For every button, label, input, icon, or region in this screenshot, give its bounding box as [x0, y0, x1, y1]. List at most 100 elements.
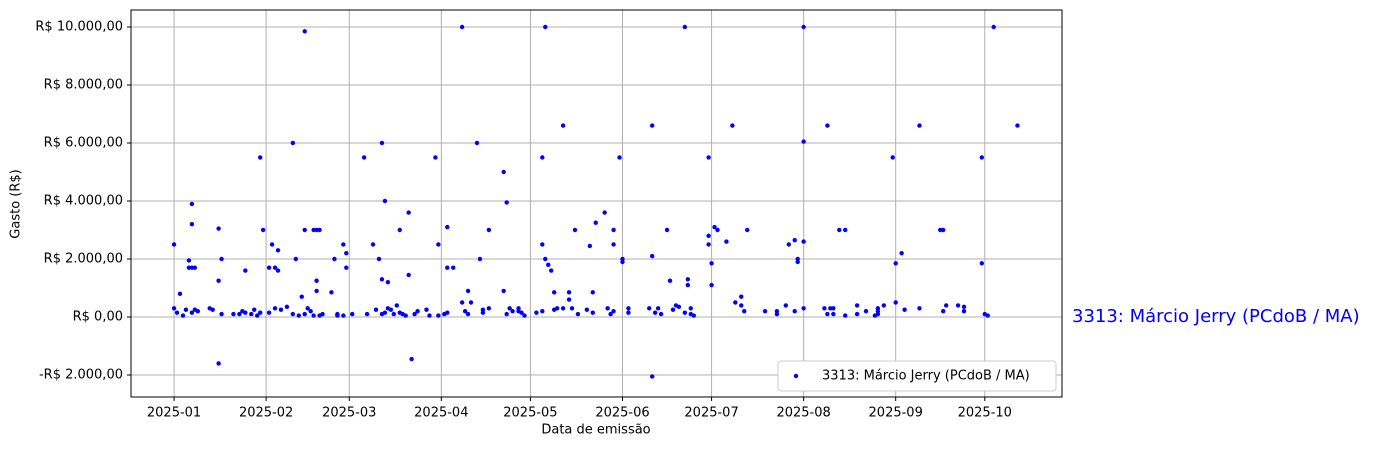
point: [480, 310, 486, 315]
point: [186, 258, 192, 263]
plot-frame: [130, 9, 1063, 398]
point: [189, 201, 195, 207]
point: [664, 227, 670, 233]
y-tick-label: R$ 8.000,00: [44, 77, 123, 92]
point: [566, 290, 572, 295]
point: [560, 306, 566, 311]
point: [706, 242, 711, 247]
point: [290, 140, 296, 146]
point: [335, 311, 340, 317]
y-tick-label: R$ 6.000,00: [44, 135, 123, 150]
point: [314, 278, 319, 283]
x-axis-label: Data de emissão: [541, 423, 650, 438]
point: [626, 310, 631, 315]
point: [436, 242, 441, 247]
point: [712, 224, 717, 230]
point: [742, 308, 747, 314]
point: [560, 123, 566, 128]
point: [617, 155, 622, 160]
point: [302, 311, 307, 317]
point: [216, 361, 221, 366]
point: [474, 140, 480, 146]
x-tick-label: 2025-09: [869, 406, 923, 421]
point: [745, 227, 750, 233]
point: [792, 308, 797, 314]
point: [795, 256, 800, 262]
point: [272, 306, 278, 311]
point: [670, 307, 676, 312]
point: [174, 310, 180, 315]
point: [305, 306, 310, 311]
point: [611, 242, 616, 247]
point: [189, 310, 195, 315]
point: [284, 304, 290, 310]
point: [540, 242, 545, 247]
x-tick-label: 2025-06: [595, 406, 649, 421]
point: [293, 256, 299, 262]
point: [985, 313, 990, 318]
point: [569, 306, 575, 311]
point: [566, 297, 572, 302]
point: [709, 282, 714, 288]
point: [373, 307, 379, 312]
point: [459, 300, 465, 305]
point: [652, 310, 658, 315]
point: [991, 24, 996, 30]
point: [783, 303, 789, 308]
point: [272, 265, 278, 270]
point: [620, 259, 625, 265]
point: [445, 310, 450, 315]
point: [237, 311, 242, 317]
point: [501, 288, 506, 294]
point: [649, 253, 655, 259]
point: [979, 155, 985, 160]
point: [341, 313, 346, 318]
point: [801, 306, 806, 311]
x-tick-label: 2025-04: [414, 406, 468, 421]
point: [667, 278, 673, 283]
point: [540, 155, 545, 160]
point: [436, 313, 441, 318]
point: [195, 308, 201, 314]
point: [551, 290, 557, 295]
point: [691, 313, 696, 318]
point: [831, 306, 836, 311]
point: [682, 24, 688, 30]
point: [825, 311, 830, 317]
legend-label: 3313: Márcio Jerry (PCdoB / MA): [822, 369, 1030, 384]
point: [682, 310, 688, 315]
point: [370, 242, 376, 247]
point: [584, 307, 590, 312]
point: [774, 311, 780, 317]
point: [501, 169, 506, 175]
point: [658, 311, 664, 317]
point: [825, 123, 830, 128]
point: [183, 307, 189, 312]
point: [522, 313, 527, 318]
point: [177, 291, 183, 296]
point: [590, 310, 595, 315]
x-tick-label: 2025-10: [958, 406, 1012, 421]
point: [843, 313, 848, 318]
point: [554, 306, 560, 311]
point: [504, 200, 509, 205]
point: [786, 242, 791, 247]
point: [649, 374, 655, 379]
point: [243, 268, 248, 273]
point: [733, 300, 738, 305]
point: [941, 308, 946, 314]
y-tick-label: R$ 0,00: [73, 309, 123, 324]
point: [192, 265, 198, 270]
x-tick-label: 2025-01: [147, 406, 201, 421]
point: [709, 261, 714, 266]
point: [385, 279, 391, 285]
point: [364, 311, 370, 317]
point: [171, 306, 177, 311]
point: [412, 311, 417, 317]
point: [252, 307, 257, 312]
point: [543, 256, 548, 262]
point: [593, 220, 598, 225]
point: [468, 300, 474, 305]
